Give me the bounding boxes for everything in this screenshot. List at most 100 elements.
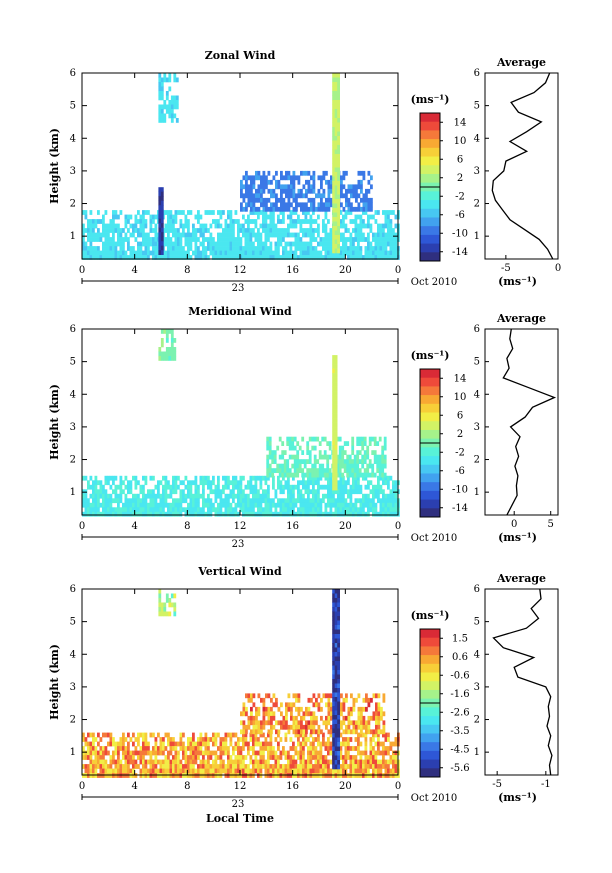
heatmap-cell: [87, 507, 90, 513]
heatmap-cell: [266, 463, 270, 469]
heatmap-cell: [99, 750, 103, 756]
heatmap-cell: [283, 463, 287, 469]
heatmap-cell: [202, 475, 205, 481]
heatmap-cell: [244, 764, 248, 769]
heatmap-cell: [224, 228, 228, 233]
heatmap-cell: [109, 246, 113, 251]
heatmap-cell: [232, 489, 235, 495]
heatmap-cell: [363, 468, 367, 473]
heatmap-cell: [197, 489, 200, 495]
heatmap-cell: [370, 729, 373, 735]
heatmap-cell: [224, 493, 228, 499]
average-y-tick-label: 3: [474, 166, 480, 177]
heatmap-cell: [192, 750, 195, 756]
heatmap-cell: [300, 720, 303, 726]
heatmap-cell: [292, 206, 296, 212]
heatmap-cell: [254, 737, 258, 742]
heatmap-cell: [179, 759, 183, 765]
heatmap-cell: [172, 223, 175, 229]
heatmap-cell: [134, 502, 138, 508]
heatmap-cell: [342, 237, 345, 242]
heatmap-cell: [104, 228, 108, 233]
heatmap-cell: [337, 100, 340, 105]
heatmap-cell: [387, 498, 390, 504]
heatmap-cell: [184, 498, 188, 504]
heatmap-cell: [139, 502, 143, 508]
heatmap-cell: [192, 480, 195, 486]
heatmap-cell: [169, 511, 173, 517]
heatmap-cell: [264, 228, 268, 233]
heatmap-cell: [342, 755, 345, 760]
heatmap-cell: [389, 759, 393, 765]
heatmap-cell: [299, 732, 303, 738]
heatmap-cell: [334, 217, 338, 222]
heatmap-cell: [262, 720, 266, 726]
heatmap-cell: [182, 507, 185, 513]
heatmap-cell: [344, 764, 348, 769]
heatmap-cell: [187, 223, 190, 229]
heatmap-cell: [322, 188, 326, 194]
heatmap-cell: [280, 724, 283, 730]
heatmap-cell: [222, 237, 225, 242]
heatmap-cell: [334, 199, 338, 204]
heatmap-cell: [372, 250, 375, 256]
heatmap-cell: [292, 759, 295, 765]
heatmap-cell: [295, 715, 298, 721]
heatmap-cell: [364, 502, 368, 508]
heatmap-cell: [217, 219, 220, 224]
heatmap-cell: [329, 246, 333, 251]
heatmap-cell: [122, 755, 125, 760]
heatmap-cell: [157, 732, 160, 738]
heatmap-cell: [287, 502, 290, 508]
heatmap-cell: [337, 683, 340, 689]
heatmap-cell: [299, 480, 303, 486]
heatmap-cell: [345, 188, 348, 194]
heatmap-cell: [192, 741, 195, 747]
heatmap-cell: [82, 764, 85, 769]
heatmap-cell: [389, 223, 393, 229]
heatmap-cell: [369, 214, 373, 220]
heatmap-cell: [334, 413, 338, 419]
heatmap-cell: [318, 468, 322, 473]
heatmap-cell: [327, 188, 331, 194]
heatmap-cell: [307, 255, 310, 260]
heatmap-cell: [99, 255, 103, 260]
heatmap-cell: [127, 228, 130, 233]
heatmap-cell: [209, 210, 213, 215]
heatmap-cell: [354, 228, 358, 233]
heatmap-cell: [326, 463, 330, 469]
heatmap-cell: [214, 223, 218, 229]
heatmap-cell: [217, 746, 220, 751]
heatmap-cell: [372, 759, 375, 765]
heatmap-cell: [189, 768, 193, 774]
heatmap-cell: [139, 214, 143, 220]
heatmap-cell: [107, 232, 110, 238]
heatmap-cell: [368, 459, 372, 464]
heatmap-cell: [84, 498, 88, 504]
heatmap-cell: [137, 246, 140, 251]
heatmap-cell: [217, 484, 220, 490]
heatmap-cell: [387, 737, 390, 742]
heatmap-cell: [294, 250, 298, 256]
heatmap-cell: [348, 454, 352, 460]
heatmap-cell: [382, 511, 385, 517]
heatmap-cell: [239, 764, 243, 769]
heatmap-cell: [127, 507, 130, 513]
heatmap-cell: [94, 246, 98, 251]
heatmap-cell: [282, 484, 285, 490]
heatmap-cell: [297, 511, 300, 517]
heatmap-cell: [356, 454, 360, 460]
heatmap-cell: [275, 720, 278, 726]
heatmap-cell: [349, 746, 353, 751]
heatmap-cell: [367, 502, 370, 508]
heatmap-cell: [122, 237, 125, 242]
heatmap-cell: [242, 475, 245, 481]
heatmap-cell: [334, 620, 338, 626]
heatmap-cell: [312, 250, 315, 256]
heatmap-cell: [265, 693, 268, 699]
heatmap-cell: [187, 755, 190, 760]
heatmap-cell: [367, 237, 370, 242]
heatmap-cell: [117, 498, 120, 504]
heatmap-cell: [369, 228, 373, 233]
heatmap-cell: [340, 702, 343, 708]
